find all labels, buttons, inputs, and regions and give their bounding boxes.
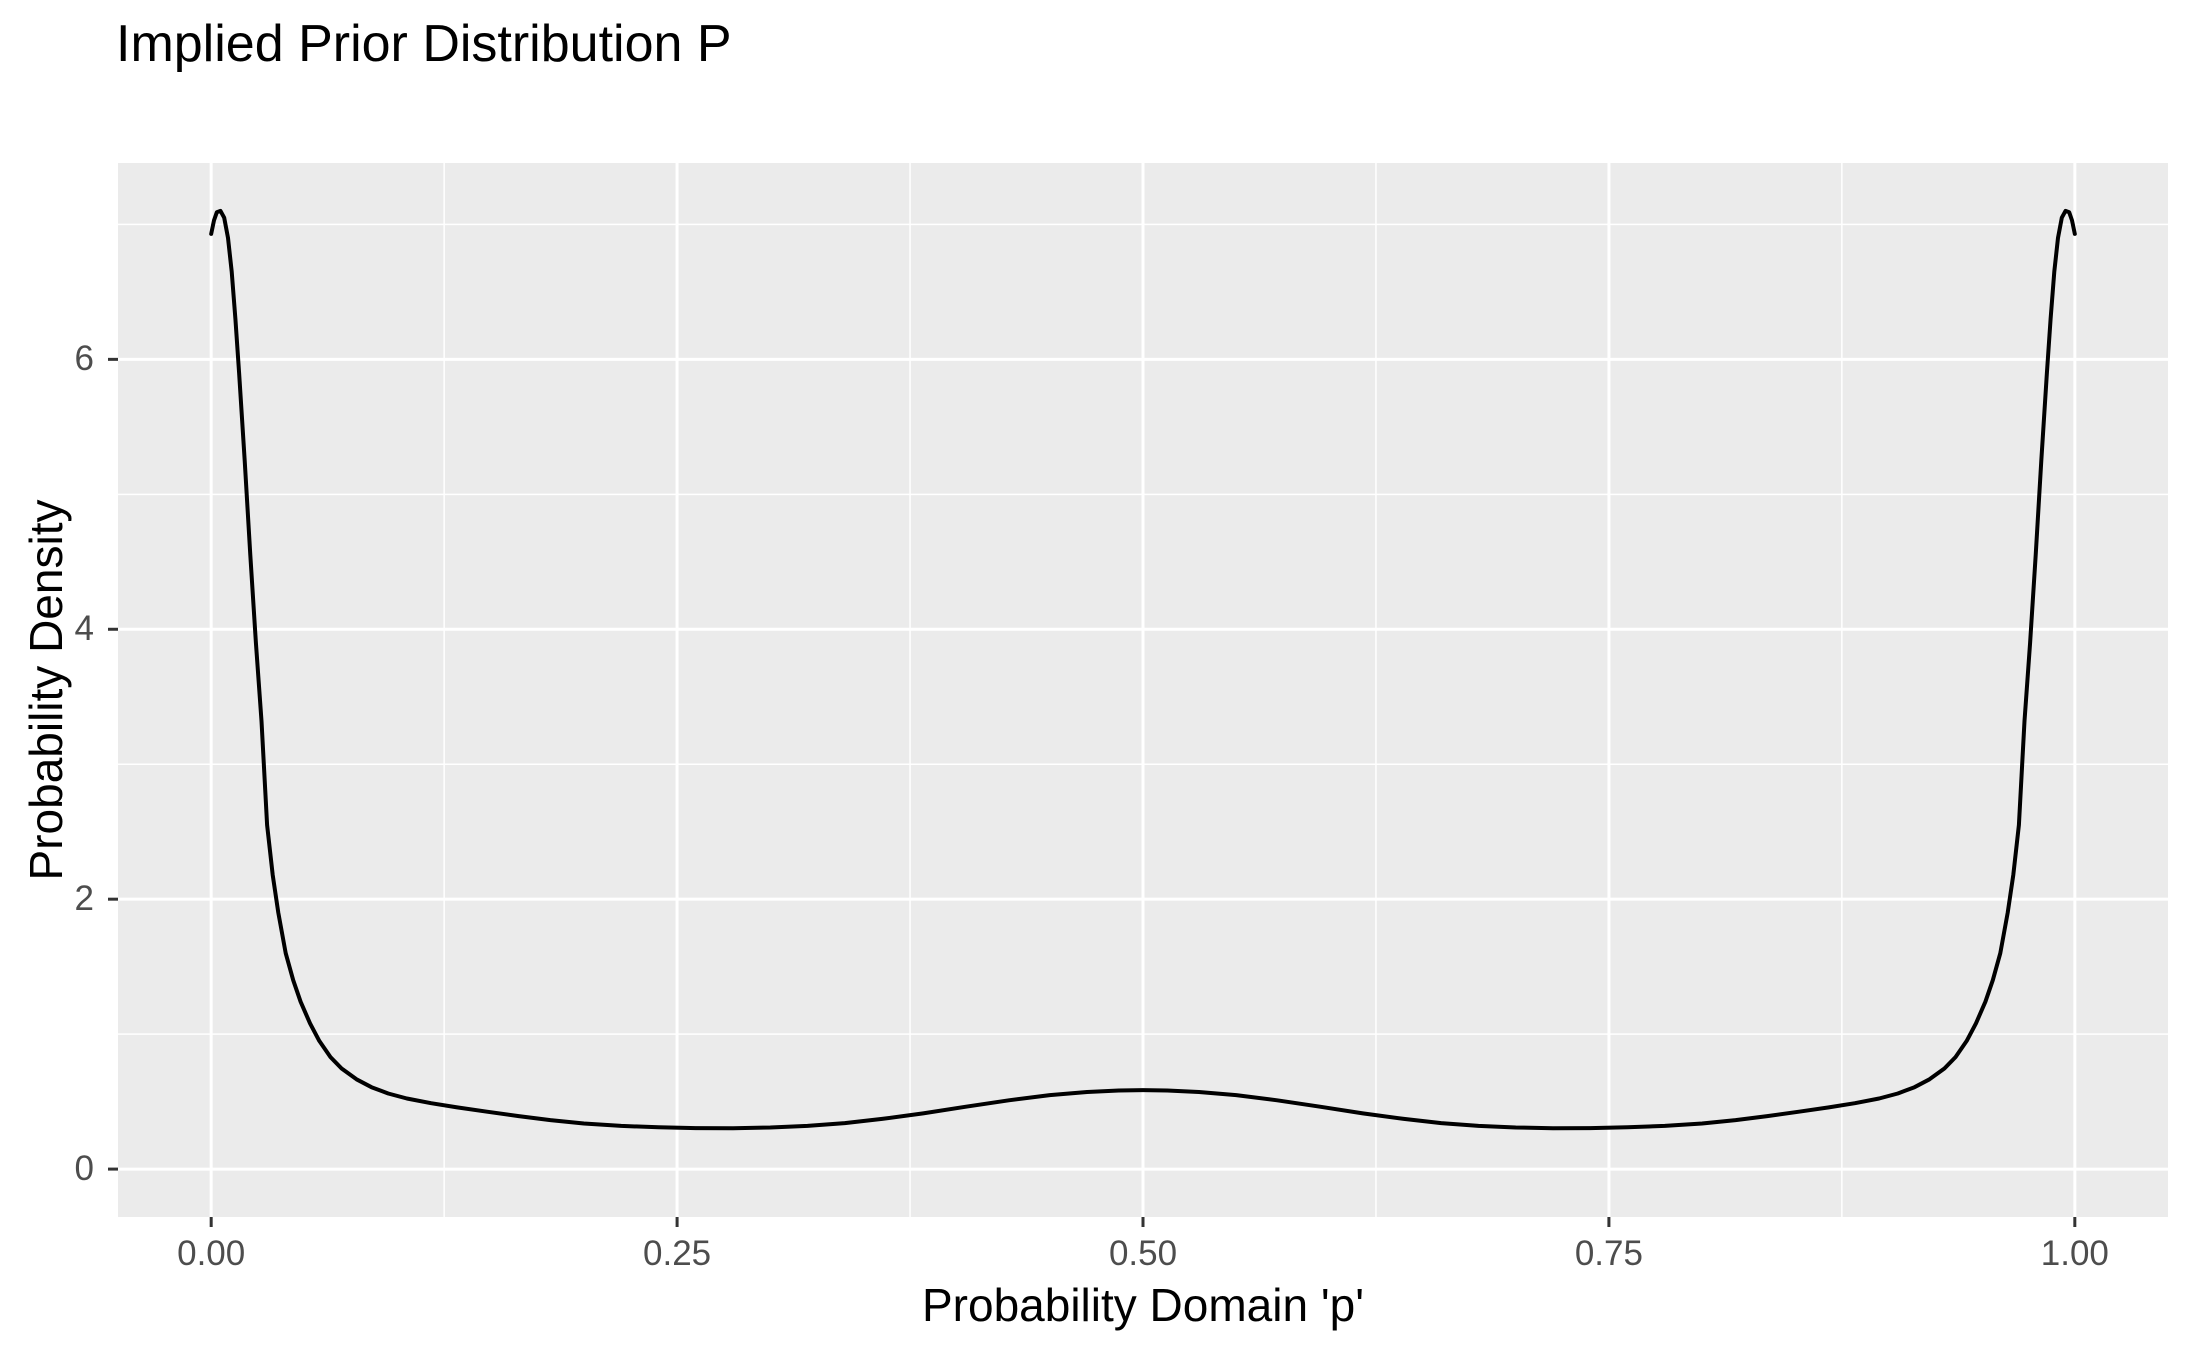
density-curve: [209, 208, 2077, 1131]
x-axis-title: Probability Domain 'p': [922, 1279, 1364, 1331]
x-tick-label: 0.00: [177, 1234, 246, 1273]
y-tick-label: 6: [74, 339, 94, 379]
x-tick-label: 0.75: [1574, 1234, 1643, 1273]
y-tick-label: 4: [74, 609, 94, 649]
y-axis-title: Probability Density: [20, 499, 72, 881]
y-tick-label: 2: [74, 879, 94, 919]
x-tick-label: 0.50: [1108, 1234, 1178, 1273]
x-tick-label: 0.25: [643, 1234, 712, 1273]
plot-title: Implied Prior Distribution P: [116, 15, 732, 73]
y-tick-label: 0: [74, 1149, 94, 1189]
x-tick-label: 1.00: [2040, 1234, 2109, 1273]
